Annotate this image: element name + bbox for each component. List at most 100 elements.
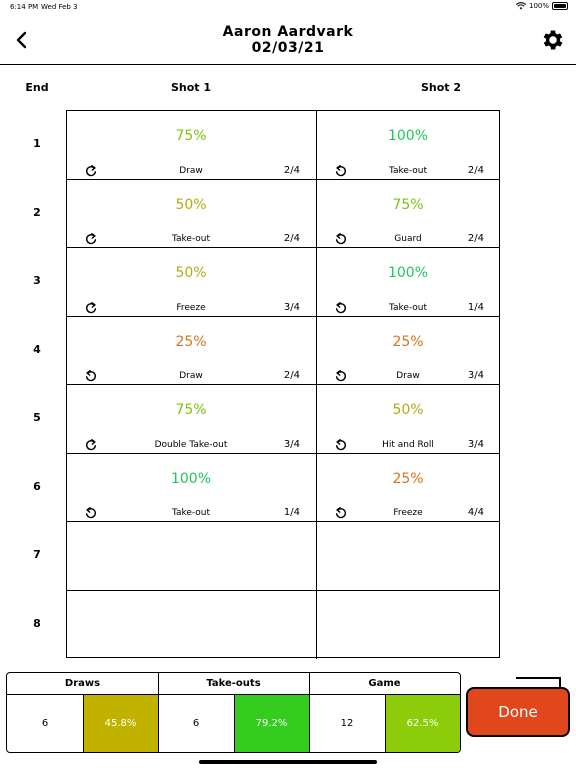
battery-percent: 100%	[528, 2, 549, 10]
shot-type: Guard	[394, 234, 422, 244]
shot-score: 2/4	[467, 164, 484, 176]
shot-type: Freeze	[176, 302, 206, 313]
shot-type: Freeze	[393, 508, 423, 518]
shot-percentage: 50%	[175, 265, 207, 281]
shot-cell-end3-shot2[interactable]: 100% Take-out 1/4	[316, 247, 500, 317]
shot-score: 2/4	[283, 233, 300, 244]
rotate-counterclockwise-icon	[84, 368, 98, 382]
shot-type: Draw	[179, 165, 203, 176]
status-bar: 6:14 PM Wed Feb 3 100%	[0, 0, 576, 14]
shot-score: 3/4	[467, 438, 484, 450]
home-indicator[interactable]	[199, 760, 377, 764]
settings-button[interactable]	[540, 27, 566, 53]
shot-score: 3/4	[283, 438, 300, 450]
shot-percentage: 25%	[175, 333, 207, 350]
summary-count: 12	[340, 718, 354, 729]
shot-cell-end1-shot2[interactable]: 100% Take-out 2/4	[316, 110, 500, 180]
shot-score: 3/4	[467, 370, 484, 381]
column-header-end: End	[25, 81, 49, 94]
summary-divider	[309, 673, 310, 752]
rotate-clockwise-icon	[84, 163, 98, 177]
shot-score: 2/4	[283, 370, 300, 381]
column-header-shot1: Shot 1	[170, 81, 212, 94]
rotate-counterclockwise-icon	[334, 300, 348, 314]
shot-cell-end8-shot1[interactable]	[66, 589, 317, 659]
shots-grid: 75% Draw 2/4 100% Take-out 2/4 50% Take-out 2/4 7…	[66, 110, 500, 660]
wifi-icon	[515, 2, 526, 10]
end-number: 4	[33, 342, 41, 356]
summary-divider	[385, 695, 386, 752]
battery-icon	[552, 2, 568, 10]
summary-divider	[158, 673, 159, 752]
rotate-clockwise-icon	[84, 300, 98, 314]
shot-percentage: 25%	[392, 470, 424, 487]
shot-cell-end8-shot2[interactable]	[316, 590, 500, 660]
end-number: 2	[33, 205, 41, 219]
shot-percentage: 50%	[392, 402, 424, 418]
summary-header: Game	[309, 673, 460, 695]
shot-percentage: 100%	[387, 128, 429, 144]
shot-type: Hit and Roll	[382, 439, 434, 450]
header: Aaron Aardvark 02/03/21	[0, 20, 576, 64]
shot-cell-end6-shot1[interactable]: 100% Take-out 1/4	[66, 452, 317, 522]
game-date: 02/03/21	[251, 40, 325, 56]
shot-cell-end4-shot2[interactable]: 25% Draw 3/4	[316, 316, 500, 385]
shot-type: Draw	[179, 371, 203, 381]
status-date: Wed Feb 3	[41, 3, 78, 11]
done-button-tab	[516, 677, 561, 690]
shot-score: 1/4	[283, 507, 300, 518]
end-number: 7	[33, 548, 41, 561]
done-button[interactable]: Done	[466, 687, 570, 737]
summary-table: Draws 6 45.8% Take-outs 6 79.2% Game 12 62.5%	[6, 672, 461, 753]
player-name: Aaron Aardvark	[222, 24, 354, 40]
shot-score: 3/4	[283, 301, 300, 313]
end-number: 1	[33, 137, 41, 150]
shot-percentage: 25%	[392, 333, 424, 350]
end-number: 5	[33, 411, 41, 424]
summary-percent: 45.8%	[83, 695, 158, 752]
shot-cell-end6-shot2[interactable]: 25% Freeze 4/4	[316, 453, 500, 522]
shot-score: 1/4	[467, 301, 484, 313]
summary-divider	[234, 695, 235, 752]
shot-cell-end1-shot1[interactable]: 75% Draw 2/4	[66, 110, 317, 180]
shot-type: Take-out	[388, 165, 428, 176]
rotate-counterclockwise-icon	[84, 505, 98, 519]
rotate-counterclockwise-icon	[334, 231, 348, 245]
back-button[interactable]	[10, 28, 34, 52]
rotate-counterclockwise-icon	[334, 368, 348, 382]
summary-count: 6	[192, 718, 200, 729]
chevron-left-icon	[16, 31, 27, 49]
shot-percentage: 100%	[170, 470, 212, 487]
shot-score: 4/4	[467, 507, 484, 518]
shot-cell-end2-shot1[interactable]: 50% Take-out 2/4	[66, 178, 317, 248]
shot-cell-end5-shot1[interactable]: 75% Double Take-out 3/4	[66, 384, 317, 454]
shot-score: 2/4	[467, 233, 484, 244]
done-button-group: Done	[466, 677, 570, 737]
end-number: 8	[33, 616, 41, 630]
shot-cell-end5-shot2[interactable]: 50% Hit and Roll 3/4	[316, 384, 500, 454]
rotate-clockwise-icon	[84, 231, 98, 245]
shot-cell-end7-shot2[interactable]	[316, 521, 500, 591]
summary-count: 6	[41, 718, 49, 729]
shot-percentage: 75%	[175, 402, 207, 418]
shot-cell-end2-shot2[interactable]: 75% Guard 2/4	[316, 179, 500, 248]
summary-percent: 79.2%	[234, 695, 309, 752]
column-header-shot2: Shot 2	[420, 81, 462, 94]
summary-divider	[83, 695, 84, 752]
shot-cell-end3-shot1[interactable]: 50% Freeze 3/4	[66, 247, 317, 317]
shot-cell-end7-shot1[interactable]	[66, 521, 317, 591]
shot-percentage: 50%	[175, 196, 207, 213]
end-number: 6	[33, 479, 41, 493]
shot-percentage: 75%	[392, 196, 424, 213]
page-title: Aaron Aardvark 02/03/21	[0, 24, 576, 56]
status-time: 6:14 PM	[10, 3, 39, 11]
shot-type: Take-out	[171, 234, 211, 244]
rotate-counterclockwise-icon	[334, 437, 348, 451]
rotate-clockwise-icon	[84, 437, 98, 451]
gear-icon	[543, 30, 563, 50]
shot-percentage: 100%	[387, 265, 429, 281]
shot-cell-end4-shot1[interactable]: 25% Draw 2/4	[66, 315, 317, 385]
shot-type: Take-out	[171, 508, 211, 518]
header-divider	[0, 64, 576, 65]
end-number: 3	[33, 274, 41, 287]
